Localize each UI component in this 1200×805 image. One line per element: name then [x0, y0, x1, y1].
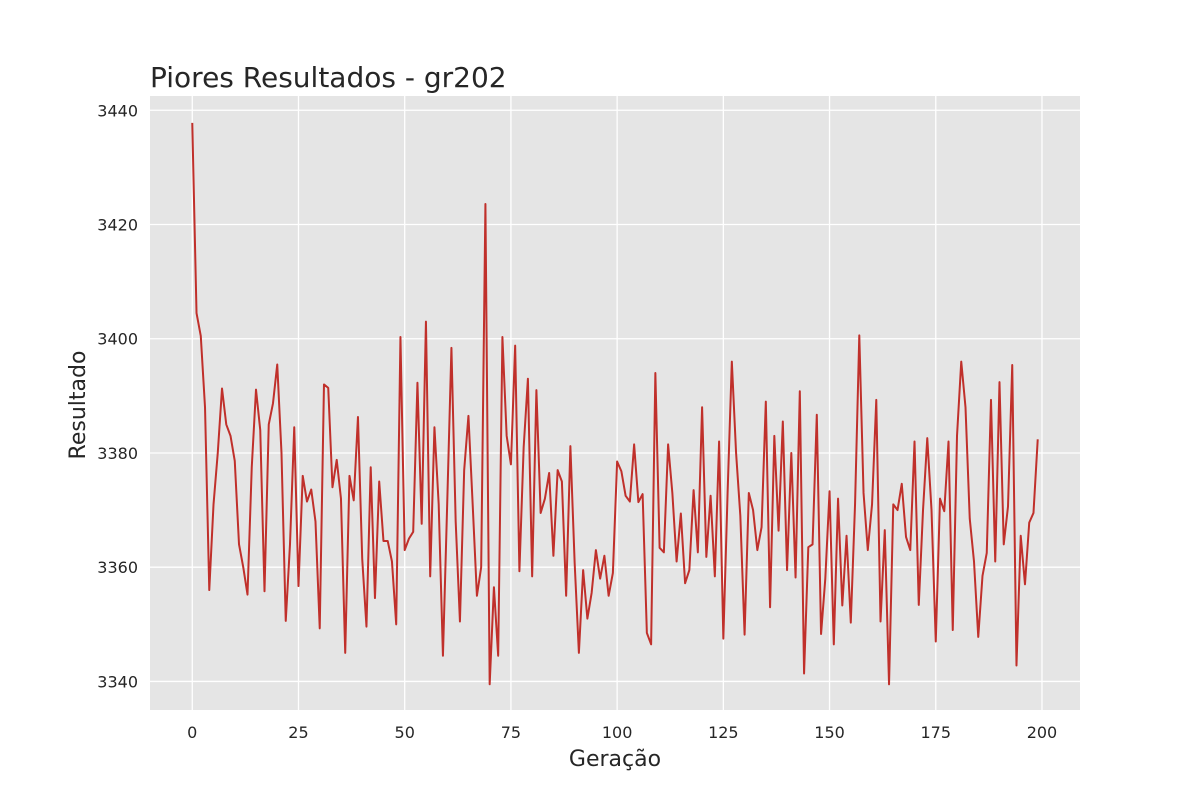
x-tick-label: 75	[501, 723, 521, 742]
chart-title: Piores Resultados - gr202	[150, 61, 507, 94]
y-tick-label: 3420	[97, 216, 138, 235]
plot-area-background	[150, 96, 1080, 710]
y-tick-labels: 3340 3360 3380 3400 3420 3440	[97, 101, 138, 691]
x-axis-label: Geração	[569, 747, 661, 772]
x-tick-label: 200	[1027, 723, 1058, 742]
series-layer	[191, 122, 1039, 686]
x-tick-label: 25	[288, 723, 308, 742]
x-tick-label: 100	[602, 723, 633, 742]
y-tick-label: 3360	[97, 558, 138, 577]
x-tick-label: 50	[395, 723, 415, 742]
y-tick-label: 3380	[97, 444, 138, 463]
series-line	[191, 122, 1039, 686]
y-tick-label: 3340	[97, 672, 138, 691]
x-tick-label: 125	[708, 723, 739, 742]
y-axis-label: Resultado	[66, 351, 91, 460]
x-tick-label: 175	[920, 723, 951, 742]
x-tick-label: 0	[187, 723, 197, 742]
grid-lines	[150, 96, 1080, 710]
y-tick-label: 3440	[97, 101, 138, 120]
x-tick-labels: 0 25 50 75 100 125 150 175 200	[187, 723, 1057, 742]
y-tick-label: 3400	[97, 330, 138, 349]
x-tick-label: 150	[814, 723, 845, 742]
